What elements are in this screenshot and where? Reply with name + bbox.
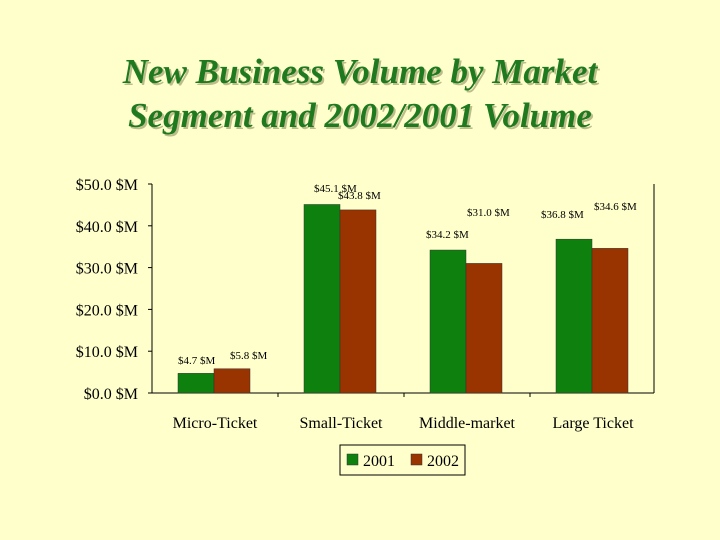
category-label: Middle-market — [419, 415, 516, 432]
bar-2001 — [429, 249, 467, 394]
y-tick-label: $0.0 $M — [84, 386, 138, 403]
data-label: $31.0 $M — [467, 207, 510, 219]
slide-title: New Business Volume by Market Segment an… — [0, 50, 720, 138]
category-label: Large Ticket — [552, 415, 634, 432]
legend-box — [339, 444, 466, 476]
legend-label-2002: 2002 — [427, 453, 459, 470]
y-tick-label: $10.0 $M — [76, 344, 138, 361]
legend-swatch-2002 — [410, 453, 423, 466]
bar-2001 — [555, 238, 593, 394]
data-label: $45.1 $M — [314, 183, 357, 195]
data-label: $34.2 $M — [426, 229, 469, 241]
y-tick-label: $40.0 $M — [76, 219, 138, 236]
title-line-1: New Business Volume by Market — [122, 52, 598, 91]
data-label: $4.7 $M — [178, 355, 216, 367]
y-tick-label: $50.0 $M — [76, 177, 138, 194]
category-label: Small-Ticket — [300, 415, 384, 432]
y-tick-label: $20.0 $M — [76, 302, 138, 319]
data-label: $36.8 $M — [541, 209, 584, 221]
data-label: $43.8 $M — [338, 190, 381, 202]
bar-2002 — [591, 248, 629, 394]
bar-2002 — [465, 263, 503, 394]
category-label: Micro-Ticket — [173, 415, 258, 432]
bar-2002 — [213, 368, 251, 394]
bar-2002 — [339, 209, 377, 394]
legend-label-2001: 2001 — [363, 453, 395, 470]
legend-swatch-2001 — [346, 453, 359, 466]
data-label: $34.6 $M — [594, 201, 637, 213]
title-line-2: Segment and 2002/2001 Volume — [128, 96, 592, 135]
bar-2001 — [303, 204, 341, 394]
data-label: $5.8 $M — [230, 350, 268, 362]
y-tick-label: $30.0 $M — [76, 261, 138, 278]
bar-2001 — [177, 373, 215, 394]
